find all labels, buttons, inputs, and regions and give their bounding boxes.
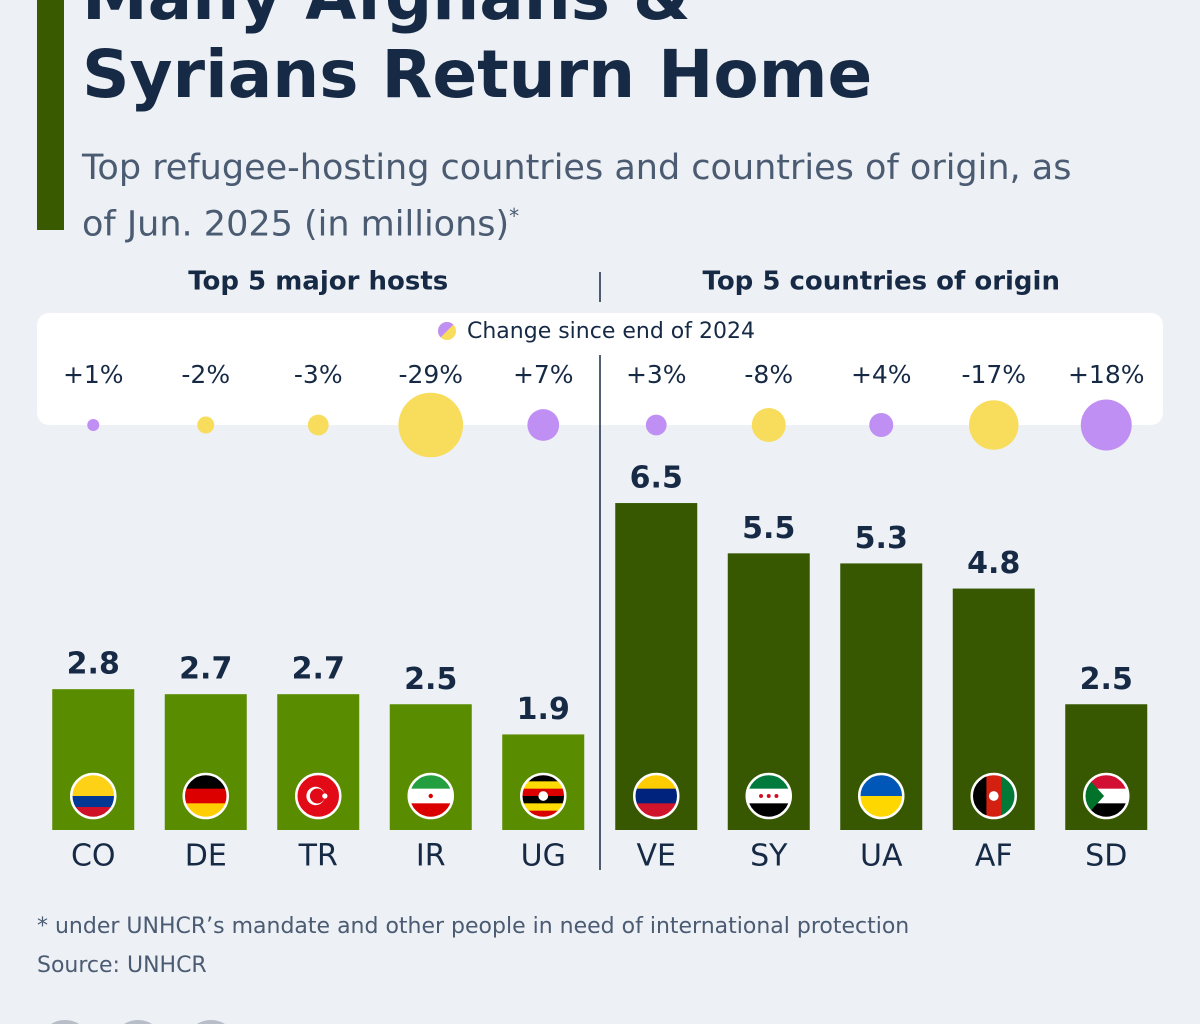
flag-emblem (759, 794, 764, 798)
flag-emblem (322, 793, 328, 799)
value-label: 4.8 (967, 546, 1020, 581)
flag-emblem (1084, 774, 1105, 818)
x-tick-label: SY (750, 839, 788, 874)
panel-title: Top 5 major hosts (188, 267, 448, 297)
change-label: -2% (181, 360, 230, 389)
flag-border (633, 772, 680, 820)
flag-border (70, 772, 117, 820)
flag-stripe (521, 810, 566, 818)
panel-title: Top 5 countries of origin (703, 267, 1060, 297)
change-label: -17% (961, 360, 1026, 389)
value-label: 5.3 (855, 521, 908, 556)
flag-emblem (309, 788, 325, 804)
flag-emblem (428, 793, 433, 799)
change-label: -3% (294, 360, 343, 389)
change-label: +4% (851, 360, 912, 389)
footnote: * under UNHCR’s mandate and other people… (37, 914, 909, 939)
flag (520, 772, 567, 820)
flag-border (295, 772, 342, 820)
value-label: 2.5 (404, 662, 457, 697)
flag-stripe (521, 781, 566, 790)
flag-body (296, 774, 341, 818)
change-bubble (1080, 399, 1132, 451)
change-label: +18% (1068, 360, 1145, 389)
flag-emblem (766, 794, 771, 798)
value-label: 2.7 (179, 652, 232, 687)
flag (70, 772, 117, 820)
accent-bar (37, 0, 64, 230)
flag-stripe (634, 788, 679, 804)
value-label: 1.9 (517, 692, 570, 727)
change-bubble (645, 414, 667, 436)
flag (745, 772, 792, 820)
subtitle-text: Top refugee-hosting countries and countr… (82, 148, 1072, 245)
flag (295, 772, 342, 820)
flag (407, 772, 454, 820)
x-tick-label: VE (637, 839, 676, 874)
x-tick-label: UG (521, 839, 566, 874)
flag-border (182, 772, 229, 820)
change-bubble (751, 408, 786, 442)
change-label: +1% (63, 360, 124, 389)
flag-border (520, 772, 567, 820)
x-tick-label: DE (185, 839, 227, 874)
change-bubble (197, 416, 215, 434)
change-label: +7% (513, 360, 574, 389)
x-tick-label: AF (975, 839, 1013, 874)
flag (182, 772, 229, 820)
flag-stripe (71, 774, 116, 797)
subtitle-mark: * (509, 204, 520, 228)
flag-stripe (71, 796, 116, 808)
x-tick-label: IR (416, 839, 446, 874)
legend-label: Change since end of 2024 (467, 319, 755, 344)
flag-border (745, 772, 792, 820)
value-label: 2.8 (67, 647, 120, 682)
x-tick-label: UA (860, 839, 903, 874)
change-bubble (969, 400, 1019, 450)
flag-stripe (183, 788, 228, 804)
flag-emblem (988, 791, 999, 801)
flag-border (1083, 772, 1130, 820)
flag-emblem (538, 791, 549, 801)
value-label: 2.7 (292, 652, 345, 687)
change-bubble (869, 413, 894, 437)
flag (858, 772, 905, 820)
flag-border (407, 772, 454, 820)
flag-body (71, 774, 116, 818)
change-label: -29% (398, 360, 463, 389)
flag-body (859, 774, 904, 818)
x-tick-label: CO (71, 839, 116, 874)
flag-emblem (774, 794, 779, 798)
flag-stripe (521, 803, 566, 812)
flag-stripe (71, 807, 116, 818)
flag (1083, 772, 1130, 820)
x-tick-label: SD (1085, 839, 1127, 874)
flag-body (521, 774, 566, 818)
value-label: 5.5 (742, 511, 795, 546)
change-bubble (87, 419, 100, 431)
x-tick-label: TR (298, 839, 338, 874)
flag-border (970, 772, 1017, 820)
flag-stripe (859, 796, 904, 818)
legend: Change since end of 2024 (438, 319, 755, 344)
flag (970, 772, 1017, 820)
value-label: 2.5 (1080, 662, 1133, 697)
change-label: +3% (626, 360, 687, 389)
change-bubble (398, 392, 464, 458)
title: Many Afghans & Syrians Return Home (82, 0, 873, 113)
change-bubble (527, 409, 560, 441)
flag (633, 772, 680, 820)
source: Source: UNHCR (37, 953, 207, 978)
flag-stripe (859, 774, 904, 797)
subtitle: Top refugee-hosting countries and countr… (82, 144, 1082, 249)
change-bubble (307, 414, 329, 436)
value-label: 6.5 (630, 461, 683, 496)
change-label: -8% (744, 360, 793, 389)
flag-border (858, 772, 905, 820)
flag-stripe (521, 774, 566, 782)
logos (51, 1020, 225, 1024)
